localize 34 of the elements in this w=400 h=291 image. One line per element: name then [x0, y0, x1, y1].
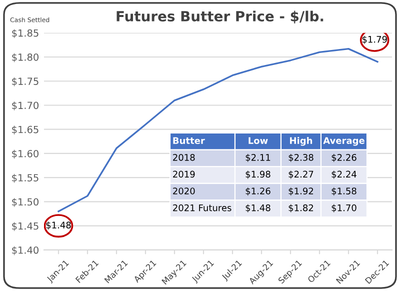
annotation: 2020	[173, 188, 195, 194]
annotation: High	[290, 136, 312, 146]
y-tick-label: $1.85	[12, 29, 38, 38]
annotation: $2.24	[332, 170, 356, 179]
annotation: 2021 Futures	[173, 204, 232, 212]
annotation: $2.26	[332, 154, 356, 162]
y-tick-label: $1.80	[12, 53, 38, 62]
annotation: $1.48	[46, 221, 71, 230]
annotation: 2019	[173, 170, 195, 178]
annotation: $1.92	[288, 187, 314, 196]
line-series	[58, 48, 378, 212]
annotation: Butter	[173, 137, 205, 144]
annotation: $1.58	[332, 187, 356, 196]
annotation: Average	[323, 137, 364, 146]
annotation: $2.11	[246, 154, 270, 162]
annotation: $1.79	[362, 36, 387, 44]
annotation: $1.48	[246, 204, 270, 212]
annotation: $1.26	[246, 187, 270, 196]
y-tick-label: $1.70	[12, 102, 38, 110]
y-tick-label: $1.50	[12, 198, 38, 207]
annotation: $2.38	[288, 154, 314, 162]
y-tick-label: $1.40	[12, 246, 38, 256]
y-tick-label: $1.75	[12, 77, 38, 86]
annotation: $1.70	[332, 204, 356, 212]
y-tick-label: $1.65	[12, 126, 38, 134]
annotation: Low	[248, 137, 268, 144]
annotation: 2018	[173, 154, 195, 161]
annotation: $1.98	[246, 170, 270, 179]
y-tick-label: $1.55	[12, 174, 38, 183]
y-tick-label: $1.60	[12, 150, 38, 159]
chart-title: Futures Butter Price - $/lb.	[116, 10, 324, 24]
y-tick-label: $1.45	[12, 222, 38, 231]
annotation: $1.82	[288, 204, 314, 212]
annotation: $2.27	[288, 170, 314, 179]
